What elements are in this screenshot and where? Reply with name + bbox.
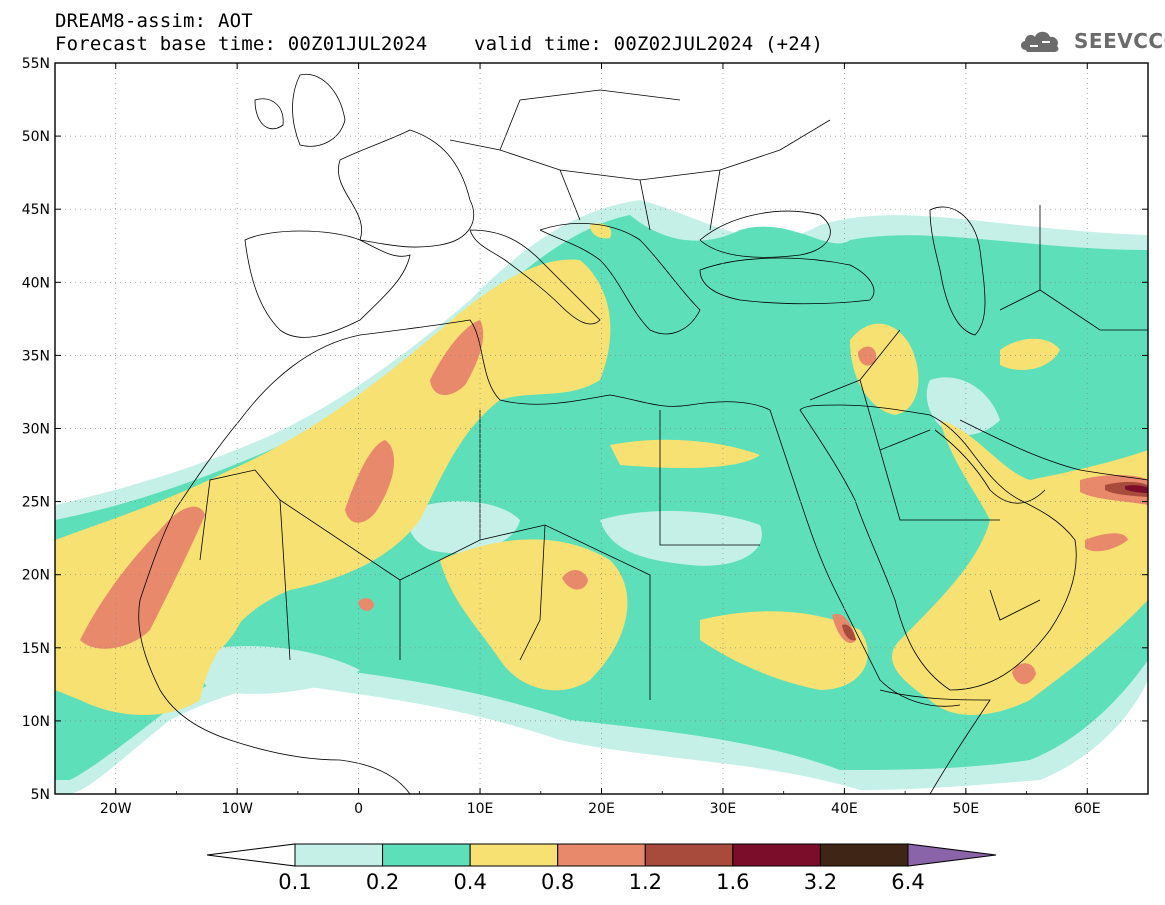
axis-ticks: 20W 10W 0 10E 20E 30E 40E 50E 60E 55N 50N 45N 40N 35N… <box>22 56 1149 817</box>
aot-band-0.8 <box>562 569 588 590</box>
colorbar-bin <box>382 843 471 867</box>
colorbar <box>206 843 997 867</box>
aot-band-0.4 <box>610 439 760 468</box>
colorbar-bin <box>732 843 821 867</box>
time-info: Forecast base time: 00Z01JUL2024 valid t… <box>55 33 823 55</box>
lat-tick-label: 5N <box>31 787 50 803</box>
coast-italy <box>469 229 601 325</box>
lon-tick-label: 10W <box>221 801 253 817</box>
lon-tick-label: 40E <box>831 801 858 817</box>
coast-arabia <box>799 404 1077 691</box>
aot-shading <box>55 200 1148 794</box>
colorbar-bin <box>294 843 384 867</box>
lat-tick-label: 35N <box>22 348 50 364</box>
colorbar-bin <box>819 843 909 867</box>
aot-hole <box>197 646 360 694</box>
colorbar-label: 6.4 <box>891 870 925 894</box>
colorbar-label: 1.2 <box>628 870 662 894</box>
aot-band-0.4 <box>1000 338 1060 370</box>
lon-tick-label: 0 <box>354 801 363 817</box>
coast-caspian <box>929 206 986 336</box>
coast-west-africa <box>138 419 411 794</box>
lat-tick-label: 40N <box>22 275 50 291</box>
lat-tick-label: 10N <box>22 714 50 730</box>
valid-time: valid time: 00Z02JUL2024 (+24) <box>474 33 824 55</box>
coast-north-africa <box>239 319 771 421</box>
aot-band-1.2 <box>842 624 856 641</box>
border-sahara <box>199 410 760 700</box>
coast-britain <box>292 73 346 147</box>
lon-tick-label: 60E <box>1074 801 1101 817</box>
aot-hole <box>600 510 762 566</box>
lat-tick-label: 15N <box>22 641 50 657</box>
colorbar-bin <box>557 843 646 867</box>
coast-iran <box>959 419 1148 481</box>
coast-ireland <box>254 98 284 130</box>
border-central-asia <box>999 205 1148 331</box>
lat-tick-label: 55N <box>22 56 50 72</box>
border-europe <box>449 89 831 231</box>
aot-band-0.4 <box>590 223 612 239</box>
coast-france <box>338 129 475 248</box>
lat-tick-label: 50N <box>22 129 50 145</box>
aot-band-1.6 <box>1125 485 1148 493</box>
colorbar-label: 0.4 <box>453 870 487 894</box>
lat-tick-label: 25N <box>22 495 50 511</box>
logo-text: SEEVCCC <box>1074 29 1165 53</box>
lon-tick-label: 10E <box>467 801 494 817</box>
colorbar-label: 0.8 <box>541 870 575 894</box>
aot-band-0.8 <box>858 346 877 366</box>
colorbar-over-arrow <box>907 843 997 867</box>
colorbar-bin <box>644 843 734 867</box>
coast-persian-gulf <box>934 429 1046 504</box>
coast-iberia <box>244 230 411 338</box>
grid-lines <box>55 63 1148 794</box>
colorbar-label: 0.2 <box>365 870 400 894</box>
border-middle-east <box>809 329 1041 621</box>
colorbar-bin <box>469 843 559 867</box>
coast-balkans <box>539 223 701 335</box>
aot-band-0.8 <box>80 506 205 649</box>
lat-tick-label: 20N <box>22 568 50 584</box>
seevccc-logo <box>1020 31 1059 52</box>
colorbar-label: 3.2 <box>803 870 838 894</box>
aot-hole <box>408 501 520 554</box>
lat-tick-label: 30N <box>22 422 50 438</box>
lat-tick-label: 45N <box>22 202 50 218</box>
colorbar-label: 0.1 <box>278 870 312 894</box>
cloud-icon <box>1020 31 1059 52</box>
aot-hole <box>926 377 1000 435</box>
map-title: DREAM8-assim: AOT <box>55 10 253 32</box>
base-time: Forecast base time: 00Z01JUL2024 <box>55 33 428 55</box>
aot-band-0.8 <box>345 440 395 523</box>
lon-tick-label: 50E <box>952 801 979 817</box>
aot-band-0.8 <box>430 320 484 396</box>
aot-band-0.8 <box>1085 533 1128 552</box>
aot-band-0.4 <box>850 323 919 415</box>
coast-horn <box>879 689 991 794</box>
aot-band-0.8 <box>358 598 374 611</box>
coastlines <box>138 73 1148 794</box>
colorbar-label: 1.6 <box>716 870 750 894</box>
lon-tick-label: 30E <box>710 801 737 817</box>
lon-tick-label: 20W <box>100 801 132 817</box>
coast-turkey <box>699 257 875 305</box>
aot-band-0.4 <box>700 611 868 690</box>
lon-tick-label: 20E <box>588 801 615 817</box>
colorbar-under-arrow <box>206 843 296 867</box>
coast-black-sea <box>699 210 831 258</box>
aot-band-0.8 <box>1012 663 1036 685</box>
